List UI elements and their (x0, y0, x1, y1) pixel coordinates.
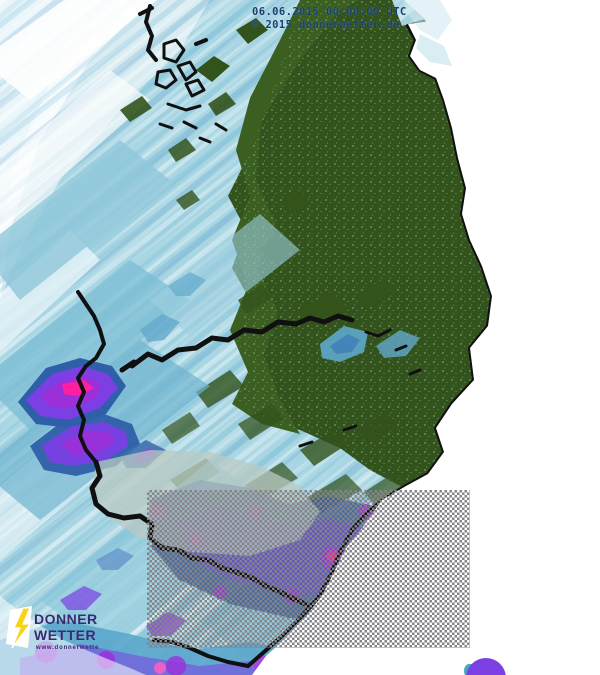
heavy-cell-southwest (18, 358, 126, 428)
logo-line2: WETTER (34, 627, 96, 643)
intense-cell-marker (466, 658, 506, 675)
timestamp-overlay: 06.06.2015 00:00:00 UTC © 2015 donnerwet… (252, 6, 407, 32)
outside-map-mask-southwest (0, 596, 146, 675)
timestamp-text: 06.06.2015 00:00:00 UTC (252, 6, 407, 18)
offshore-haze (404, 0, 452, 66)
lightning-bolt-icon (11, 607, 32, 649)
outside-map-mask (252, 0, 600, 675)
logo-url: www.donnerwetter.de (35, 645, 98, 651)
donnerwetter-logo-graphic: DONNER WETTER www.donnerwetter.de (6, 606, 98, 651)
land-green-mass (228, 0, 498, 488)
donnerwetter-logo[interactable]: DONNER WETTER www.donnerwetter.de (6, 604, 98, 652)
copyright-text: © 2015 donnerwetter.de (252, 19, 400, 31)
logo-line1: DONNER (34, 611, 98, 627)
